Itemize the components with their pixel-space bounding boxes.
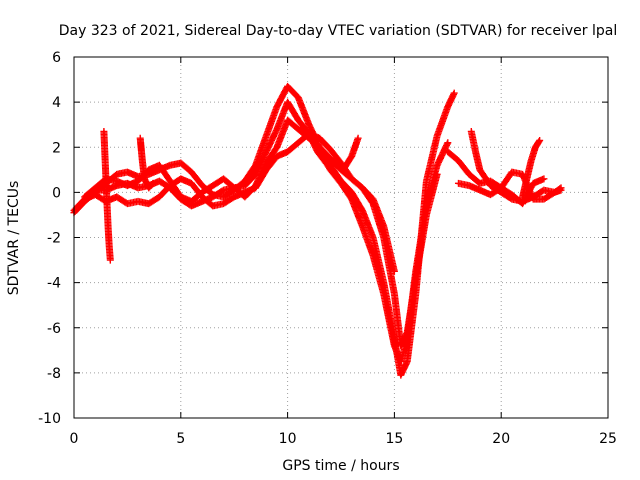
series-arc-6	[136, 134, 157, 192]
x-tick-label: 15	[385, 431, 403, 447]
x-tick-label: 20	[492, 431, 510, 447]
y-tick-label: -6	[47, 321, 61, 337]
series-arc-11	[519, 136, 544, 201]
data-point	[390, 267, 398, 275]
y-tick-label: 2	[52, 140, 61, 156]
y-tick-label: -4	[47, 276, 61, 292]
axis-ticks	[73, 56, 609, 419]
y-tick-labels: -10 -8 -6 -4 -2 0 2 4 6	[38, 50, 61, 427]
data-point	[106, 256, 114, 264]
data-point	[354, 134, 362, 142]
x-tick-label: 5	[176, 431, 185, 447]
y-axis-label: SDTVAR / TECUs	[6, 181, 22, 296]
chart-title: Day 323 of 2021, Sidereal Day-to-day VTE…	[59, 23, 617, 39]
data-point	[444, 139, 452, 147]
data-point	[540, 175, 548, 183]
x-tick-label: 0	[70, 431, 79, 447]
y-tick-label: 6	[52, 50, 61, 66]
y-tick-label: -10	[38, 411, 61, 427]
data-point-marker	[535, 138, 543, 146]
data-point	[557, 184, 565, 192]
series-arc-5	[100, 127, 114, 264]
y-tick-label: 0	[52, 185, 61, 201]
data-point	[433, 170, 441, 178]
x-tick-label: 25	[599, 431, 617, 447]
x-tick-labels: 0 5 10 15 20 25	[70, 431, 617, 447]
grid-lines	[74, 57, 608, 418]
data-point-marker	[556, 185, 564, 193]
y-tick-label: -2	[47, 231, 61, 247]
data-point	[149, 179, 157, 187]
y-tick-label: -8	[47, 366, 61, 382]
y-tick-label: 4	[52, 95, 61, 111]
data-point	[536, 136, 544, 144]
data-point	[450, 89, 458, 97]
series-arc-7	[296, 125, 362, 174]
data-point-marker	[148, 180, 156, 188]
x-tick-label: 10	[279, 431, 297, 447]
x-axis-label: GPS time / hours	[282, 458, 399, 474]
data-marks	[70, 82, 565, 379]
